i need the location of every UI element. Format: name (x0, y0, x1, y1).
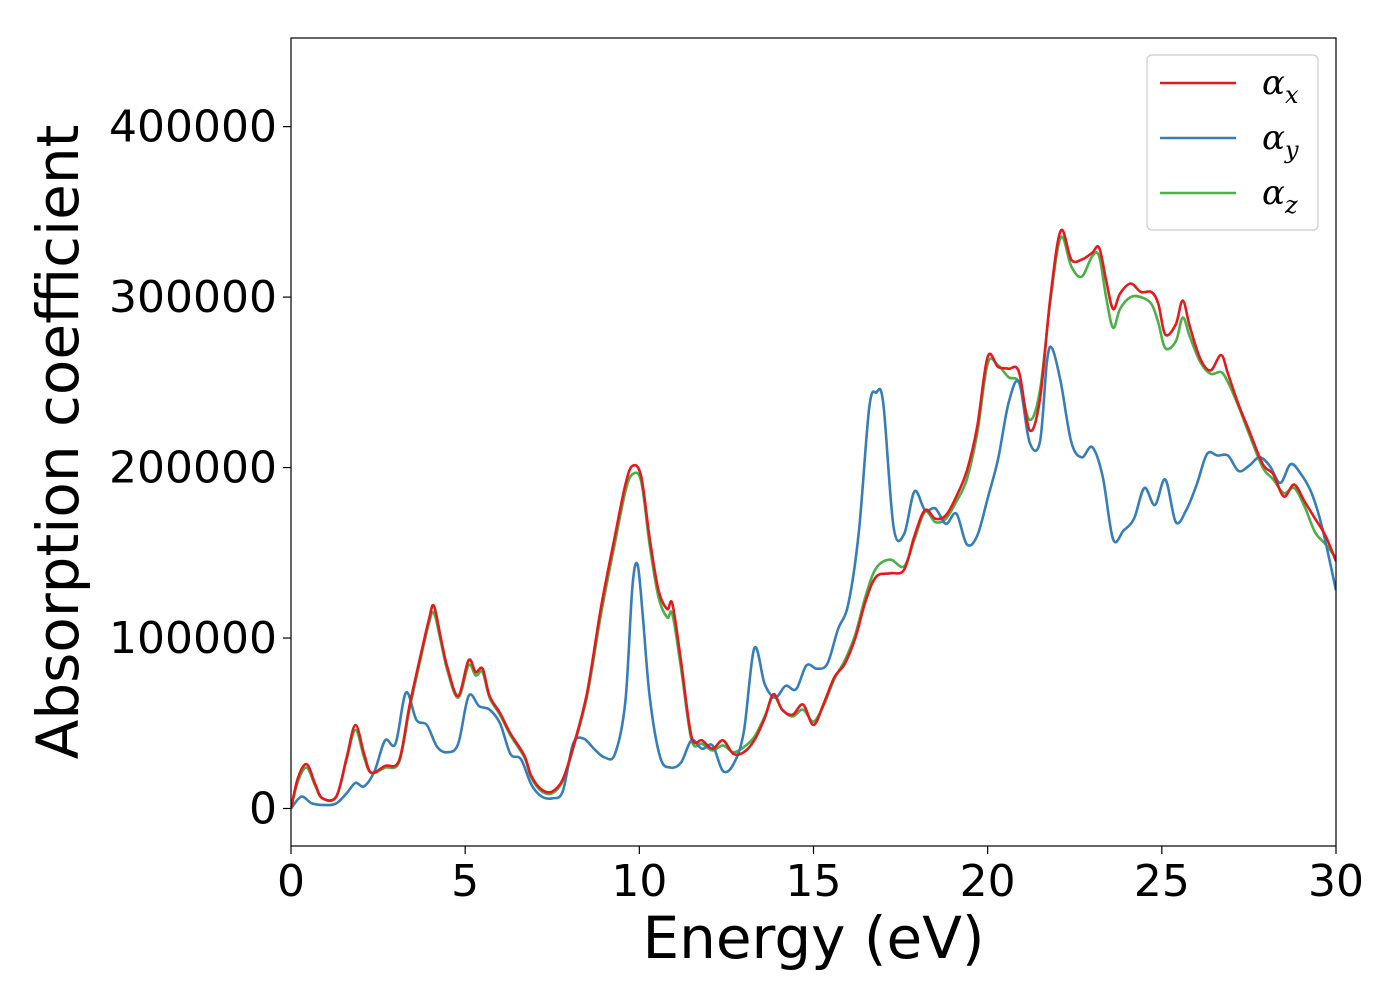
legend-label-z: αz (1262, 173, 1298, 219)
y-tick-label: 400000 (109, 102, 277, 153)
x-tick-label: 15 (786, 856, 842, 907)
x-tick-label: 5 (451, 856, 479, 907)
series-layer (291, 228, 1336, 810)
legend-label-y: αy (1262, 118, 1299, 164)
legend-label-main: α (1262, 173, 1285, 213)
legend-label-x: αx (1262, 63, 1299, 109)
x-axis-title: Energy (eV) (642, 904, 984, 972)
legend-label-sub: z (1284, 191, 1298, 219)
series-line-z (291, 235, 1336, 809)
x-tick-label: 0 (277, 856, 305, 907)
legend-label-sub: x (1285, 81, 1299, 109)
y-tick-label: 0 (249, 783, 277, 834)
x-tick-label: 25 (1134, 856, 1190, 907)
x-tick-label: 30 (1308, 856, 1364, 907)
series-line-y (291, 345, 1336, 810)
y-tick-label: 300000 (109, 272, 277, 323)
series-line-x (291, 228, 1336, 809)
ticks-layer: 0 5 10 15 20 25 30 0 100000 200000 300000 400000 (109, 102, 1364, 907)
x-tick-label: 10 (611, 856, 667, 907)
x-tick-label: 20 (960, 856, 1016, 907)
legend-box (1146, 54, 1319, 231)
legend-label-main: α (1262, 63, 1285, 103)
y-tick-label: 100000 (109, 613, 277, 664)
legend-label-main: α (1262, 118, 1285, 158)
legend-label-sub: y (1284, 136, 1299, 164)
y-axis-title: Absorption coefficient (24, 125, 92, 760)
y-tick-label: 200000 (109, 443, 277, 494)
